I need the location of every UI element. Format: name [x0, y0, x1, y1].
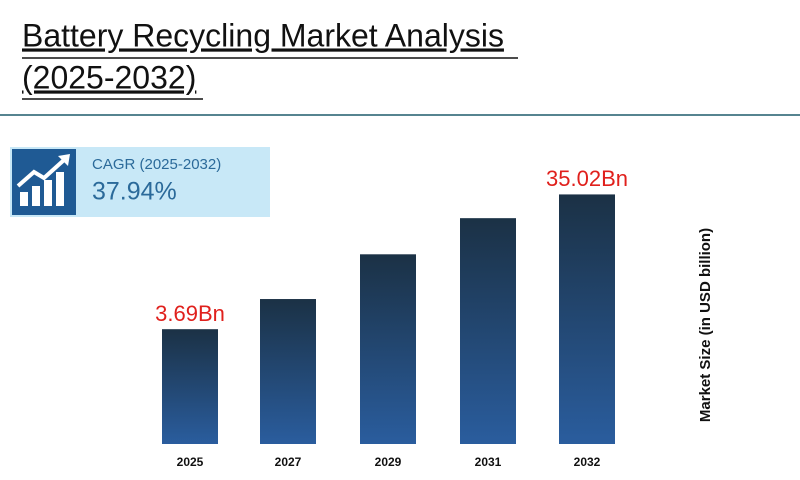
x-tick-label: 2031: [475, 455, 502, 469]
bar: [260, 299, 316, 444]
bar: [162, 329, 218, 444]
cagr-value: 37.94%: [92, 178, 177, 206]
x-tick-label: 2032: [574, 455, 601, 469]
data-label: 3.69Bn: [155, 301, 225, 326]
x-tick-label: 2027: [275, 455, 302, 469]
bar: [559, 194, 615, 444]
cagr-label: CAGR (2025-2032): [92, 156, 221, 173]
bar: [460, 218, 516, 444]
bar: [360, 254, 416, 444]
data-label: 35.02Bn: [546, 166, 628, 191]
x-tick-label: 2025: [177, 455, 204, 469]
cagr-icon: [16, 154, 70, 206]
x-tick-label: 2029: [375, 455, 402, 469]
title-line: Battery Recycling Market Analysis: [22, 17, 504, 53]
y-axis-label: Market Size (in USD billion): [697, 228, 714, 422]
title-line: (2025-2032): [22, 59, 196, 95]
